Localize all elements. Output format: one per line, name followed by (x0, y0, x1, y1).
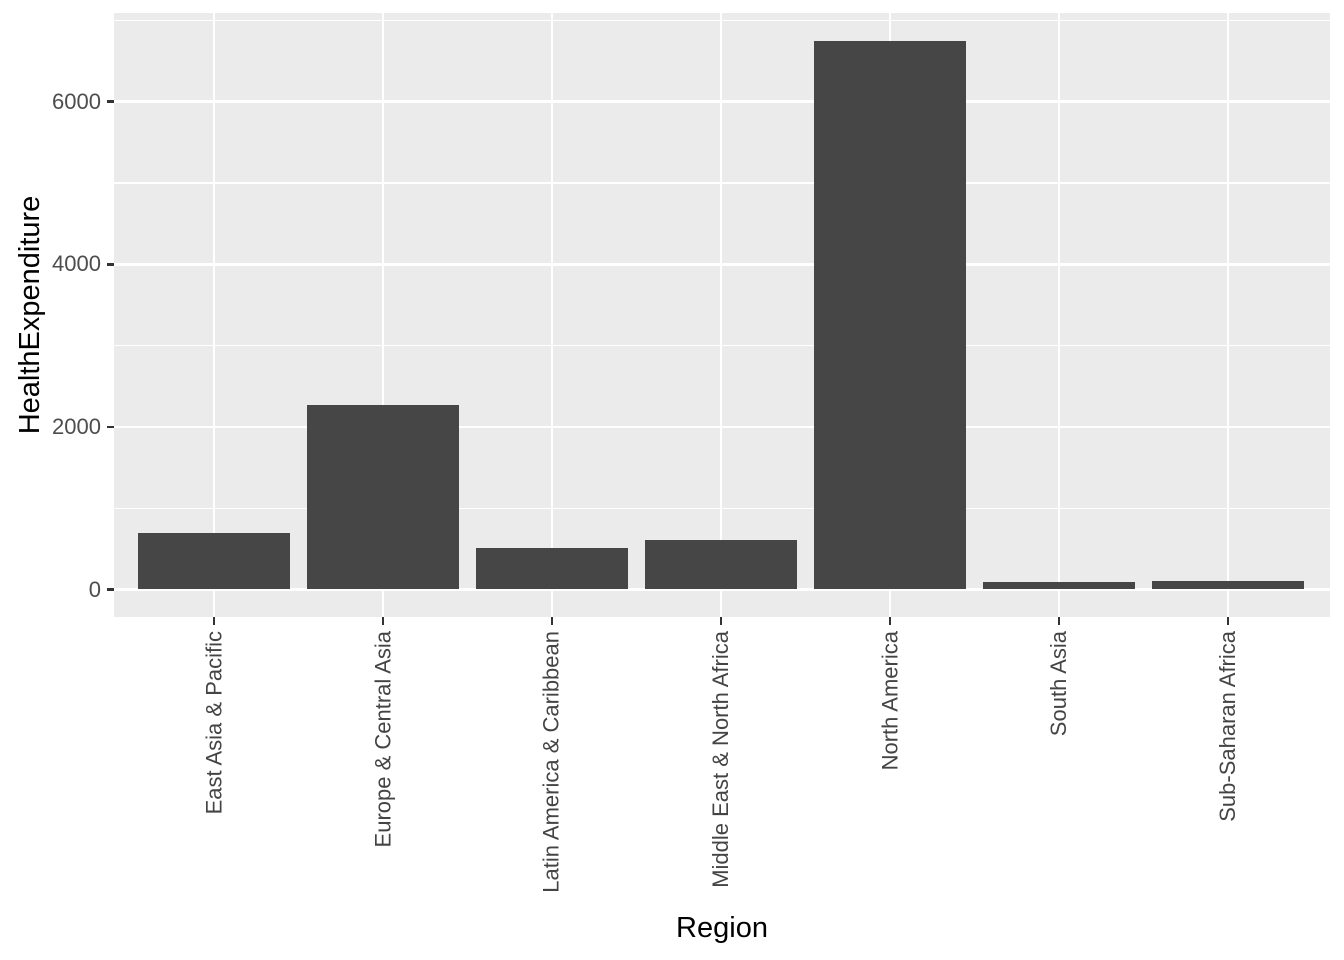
x-tick-label-text-middle-east-north-africa: Middle East & North Africa (708, 631, 733, 888)
x-tick-north-america (888, 617, 892, 625)
y-tick-label-2000: 2000 (52, 413, 101, 439)
y-tick-label-4000: 4000 (52, 251, 101, 277)
bar-south-asia (983, 581, 1135, 590)
y-tick-label-6000: 6000 (52, 88, 101, 114)
bar-europe-central-asia (307, 404, 459, 590)
x-tick-label-text-europe-central-asia: Europe & Central Asia (370, 631, 395, 848)
y-tick-2000 (106, 425, 114, 429)
gridline-major-y-2000 (114, 425, 1330, 429)
gridline-major-y-6000 (114, 100, 1330, 103)
x-tick-east-asia-pacific (212, 617, 216, 625)
gridline-minor-y-5000 (114, 182, 1330, 184)
bar-latin-america-caribbean (476, 548, 628, 590)
y-axis-title-text: HealthExpenditure (14, 195, 46, 435)
gridline-minor-y-3000 (114, 344, 1330, 347)
y-tick-label-0: 0 (88, 576, 101, 602)
x-tick-label-text-south-asia: South Asia (1046, 631, 1071, 737)
x-tick-label-text-sub-saharan-africa: Sub-Saharan Africa (1215, 631, 1240, 822)
x-tick-europe-central-asia (381, 617, 385, 625)
x-tick-label-text-latin-america-caribbean: Latin America & Caribbean (539, 631, 564, 893)
gridline-x-middle-east-north-africa (719, 13, 723, 617)
x-tick-south-asia (1057, 617, 1061, 625)
y-tick-0 (106, 588, 114, 591)
x-tick-label-text-north-america: North America (877, 631, 902, 771)
gridline-minor-y-7000 (114, 19, 1330, 22)
gridline-x-sub-saharan-africa (1226, 13, 1230, 617)
gridline-x-east-asia-pacific (212, 13, 216, 617)
x-tick-latin-america-caribbean (550, 617, 554, 625)
x-tick-sub-saharan-africa (1226, 617, 1230, 625)
x-tick-middle-east-north-africa (719, 617, 723, 625)
x-tick-label-text-east-asia-pacific: East Asia & Pacific (201, 631, 226, 815)
gridline-x-latin-america-caribbean (550, 13, 554, 617)
bar-east-asia-pacific (138, 533, 290, 590)
bar-sub-saharan-africa (1152, 580, 1304, 590)
bar-middle-east-north-africa (645, 539, 797, 590)
gridline-major-y-0 (114, 588, 1330, 591)
plot-panel (114, 13, 1330, 617)
x-axis-title: Region (676, 912, 768, 944)
y-tick-4000 (106, 262, 114, 266)
gridline-minor-y-1000 (114, 507, 1330, 509)
gridline-x-south-asia (1057, 13, 1061, 617)
bar-north-america (814, 41, 966, 590)
y-tick-6000 (106, 100, 114, 104)
gridline-major-y-4000 (114, 263, 1330, 266)
gridline-x-europe-central-asia (381, 13, 385, 617)
